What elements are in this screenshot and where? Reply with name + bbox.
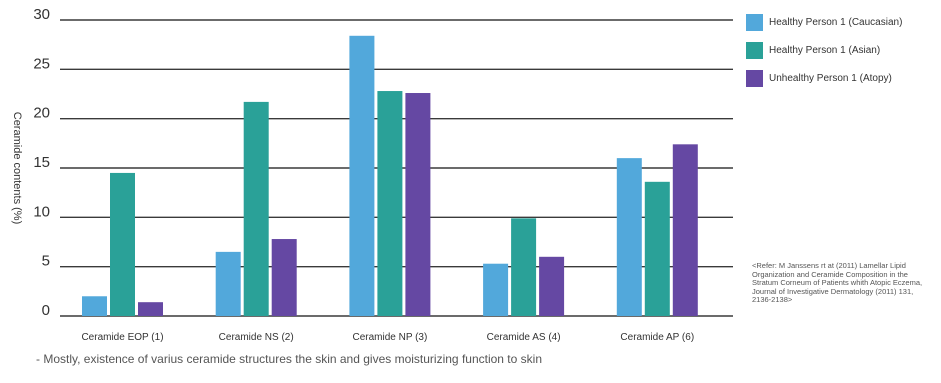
y-tick-label: 15 bbox=[33, 154, 50, 171]
bars bbox=[82, 35, 698, 316]
y-tick-label: 25 bbox=[33, 55, 50, 72]
bar bbox=[377, 91, 403, 316]
legend: Healthy Person 1 (Caucasian) Healthy Pers… bbox=[746, 14, 902, 98]
y-tick-label: 20 bbox=[33, 105, 50, 122]
y-tick-labels: 0 5 10 15 20 25 30 bbox=[33, 6, 50, 319]
y-axis-label: Ceramide contents (%) bbox=[11, 112, 23, 225]
bar bbox=[483, 263, 509, 316]
bar bbox=[616, 158, 642, 316]
legend-swatch bbox=[746, 70, 763, 87]
bar bbox=[349, 35, 375, 316]
legend-label: Healthy Person 1 (Asian) bbox=[769, 45, 881, 56]
category-label: Ceramide AS (4) bbox=[487, 332, 561, 343]
bar bbox=[138, 302, 163, 316]
y-tick-label: 10 bbox=[33, 203, 50, 220]
bar bbox=[644, 181, 670, 316]
legend-label: Healthy Person 1 (Caucasian) bbox=[769, 17, 903, 28]
legend-item: Healthy Person 1 (Asian) bbox=[746, 42, 902, 59]
bar bbox=[215, 251, 241, 316]
category-label: Ceramide AP (6) bbox=[620, 332, 694, 343]
bar bbox=[511, 218, 537, 316]
y-tick-label: 30 bbox=[33, 6, 50, 23]
legend-swatch bbox=[746, 14, 763, 31]
legend-item: Unhealthy Person 1 (Atopy) bbox=[746, 70, 902, 87]
footnote: - Mostly, existence of varius ceramide s… bbox=[36, 352, 542, 366]
bar bbox=[243, 101, 269, 316]
bar bbox=[271, 239, 297, 316]
category-label: Ceramide EOP (1) bbox=[81, 332, 163, 343]
bar bbox=[539, 256, 565, 316]
bar bbox=[672, 144, 698, 316]
y-tick-label: 0 bbox=[42, 302, 50, 319]
category-labels: Ceramide EOP (1) Ceramide NS (2) Ceramide … bbox=[81, 332, 694, 343]
bar bbox=[82, 296, 107, 316]
bar bbox=[405, 93, 431, 316]
category-label: Ceramide NS (2) bbox=[219, 332, 294, 343]
y-tick-label: 5 bbox=[42, 253, 50, 270]
bar bbox=[110, 172, 135, 316]
reference-note: <Refer: M Janssens rt at (2011) Lamellar… bbox=[752, 261, 923, 305]
legend-label: Unhealthy Person 1 (Atopy) bbox=[769, 73, 892, 84]
category-label: Ceramide NP (3) bbox=[352, 332, 427, 343]
legend-item: Healthy Person 1 (Caucasian) bbox=[746, 14, 902, 31]
legend-swatch bbox=[746, 42, 763, 59]
